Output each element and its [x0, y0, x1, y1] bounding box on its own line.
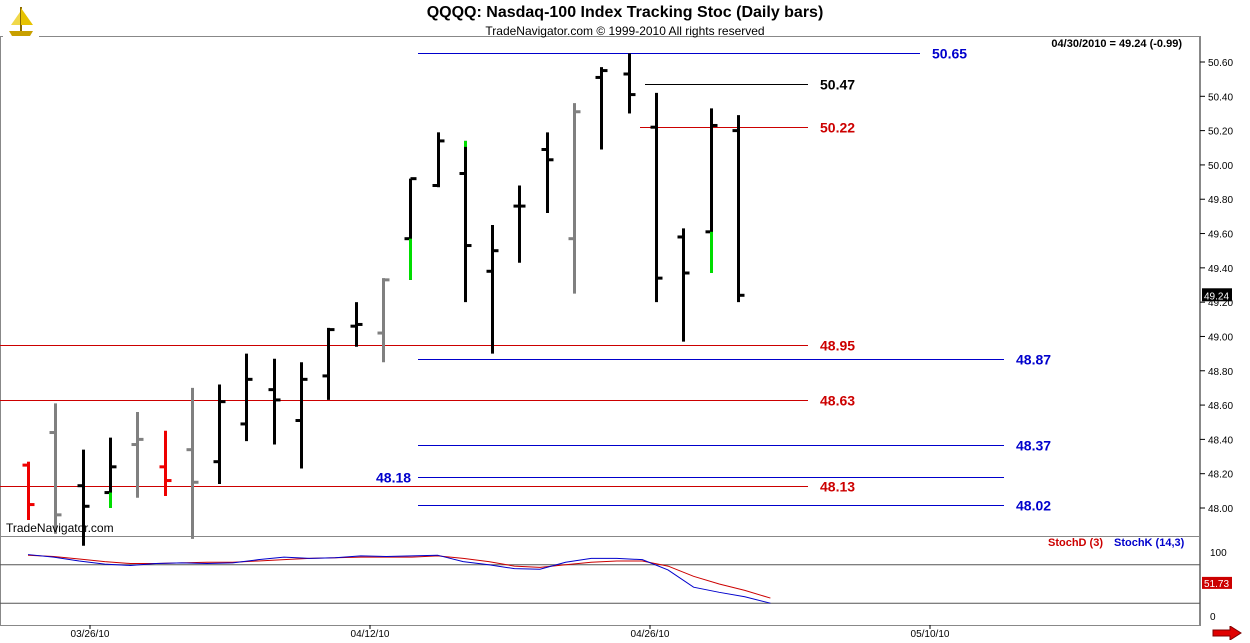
y-tick-label: 50.20 [1208, 127, 1233, 138]
y-tick-label: 48.60 [1208, 401, 1233, 412]
scroll-right-arrow-icon[interactable] [1212, 626, 1242, 640]
stoch-tick-label: 0 [1210, 612, 1216, 623]
stoch-k-legend: StochK (14,3) [1114, 537, 1185, 549]
y-tick-label: 50.00 [1208, 161, 1233, 172]
chart-title: QQQQ: Nasdaq-100 Index Tracking Stoc (Da… [426, 4, 824, 21]
x-tick-label: 05/10/10 [911, 629, 950, 640]
y-tick-label: 48.20 [1208, 470, 1233, 481]
stoch-last-label: 51.73 [1204, 579, 1229, 590]
level-label-48-63: 48.63 [820, 393, 855, 409]
watermark: TradeNavigator.com [6, 521, 114, 535]
y-tick-label: 49.60 [1208, 230, 1233, 241]
level-label-50-65: 50.65 [932, 46, 967, 62]
y-tick-label: 50.40 [1208, 92, 1233, 103]
y-tick-label: 50.60 [1208, 58, 1233, 69]
stoch-series-d [27, 554, 771, 599]
last-quote: 04/30/2010 = 49.24 (-0.99) [1051, 38, 1182, 50]
stoch-d-legend: StochD (3) [1048, 537, 1103, 549]
level-label-50-47: 50.47 [820, 77, 855, 93]
stoch-last-box [1202, 576, 1232, 589]
y-tick-label: 48.40 [1208, 435, 1233, 446]
chart-subtitle: TradeNavigator.com © 1999-2010 All right… [485, 24, 765, 38]
level-label-48-13: 48.13 [820, 479, 855, 495]
x-tick-label: 04/12/10 [351, 629, 390, 640]
y-tick-label: 49.40 [1208, 264, 1233, 275]
x-tick-label: 04/26/10 [631, 629, 670, 640]
y-tick-label: 49.80 [1208, 195, 1233, 206]
tradenavigator-logo-icon [3, 3, 39, 37]
x-tick-label: 03/26/10 [71, 629, 110, 640]
stoch-tick-label: 100 [1210, 548, 1227, 559]
last-price-label: 49.24 [1204, 291, 1229, 302]
level-label-48-02: 48.02 [1016, 498, 1051, 514]
level-label-48-95: 48.95 [820, 338, 855, 354]
level-label-48-87: 48.87 [1016, 352, 1051, 368]
last-price-box [1202, 288, 1232, 302]
level-label-50-22: 50.22 [820, 120, 855, 136]
y-tick-label: 49.00 [1208, 332, 1233, 343]
stoch-series-k [27, 554, 771, 604]
y-tick-label: 49.20 [1208, 298, 1233, 309]
stoch-panel-frame [0, 536, 1200, 626]
y-tick-label: 48.80 [1208, 367, 1233, 378]
level-label-48-18: 48.18 [376, 470, 411, 486]
y-tick-label: 48.00 [1208, 504, 1233, 515]
level-label-48-37: 48.37 [1016, 438, 1051, 454]
